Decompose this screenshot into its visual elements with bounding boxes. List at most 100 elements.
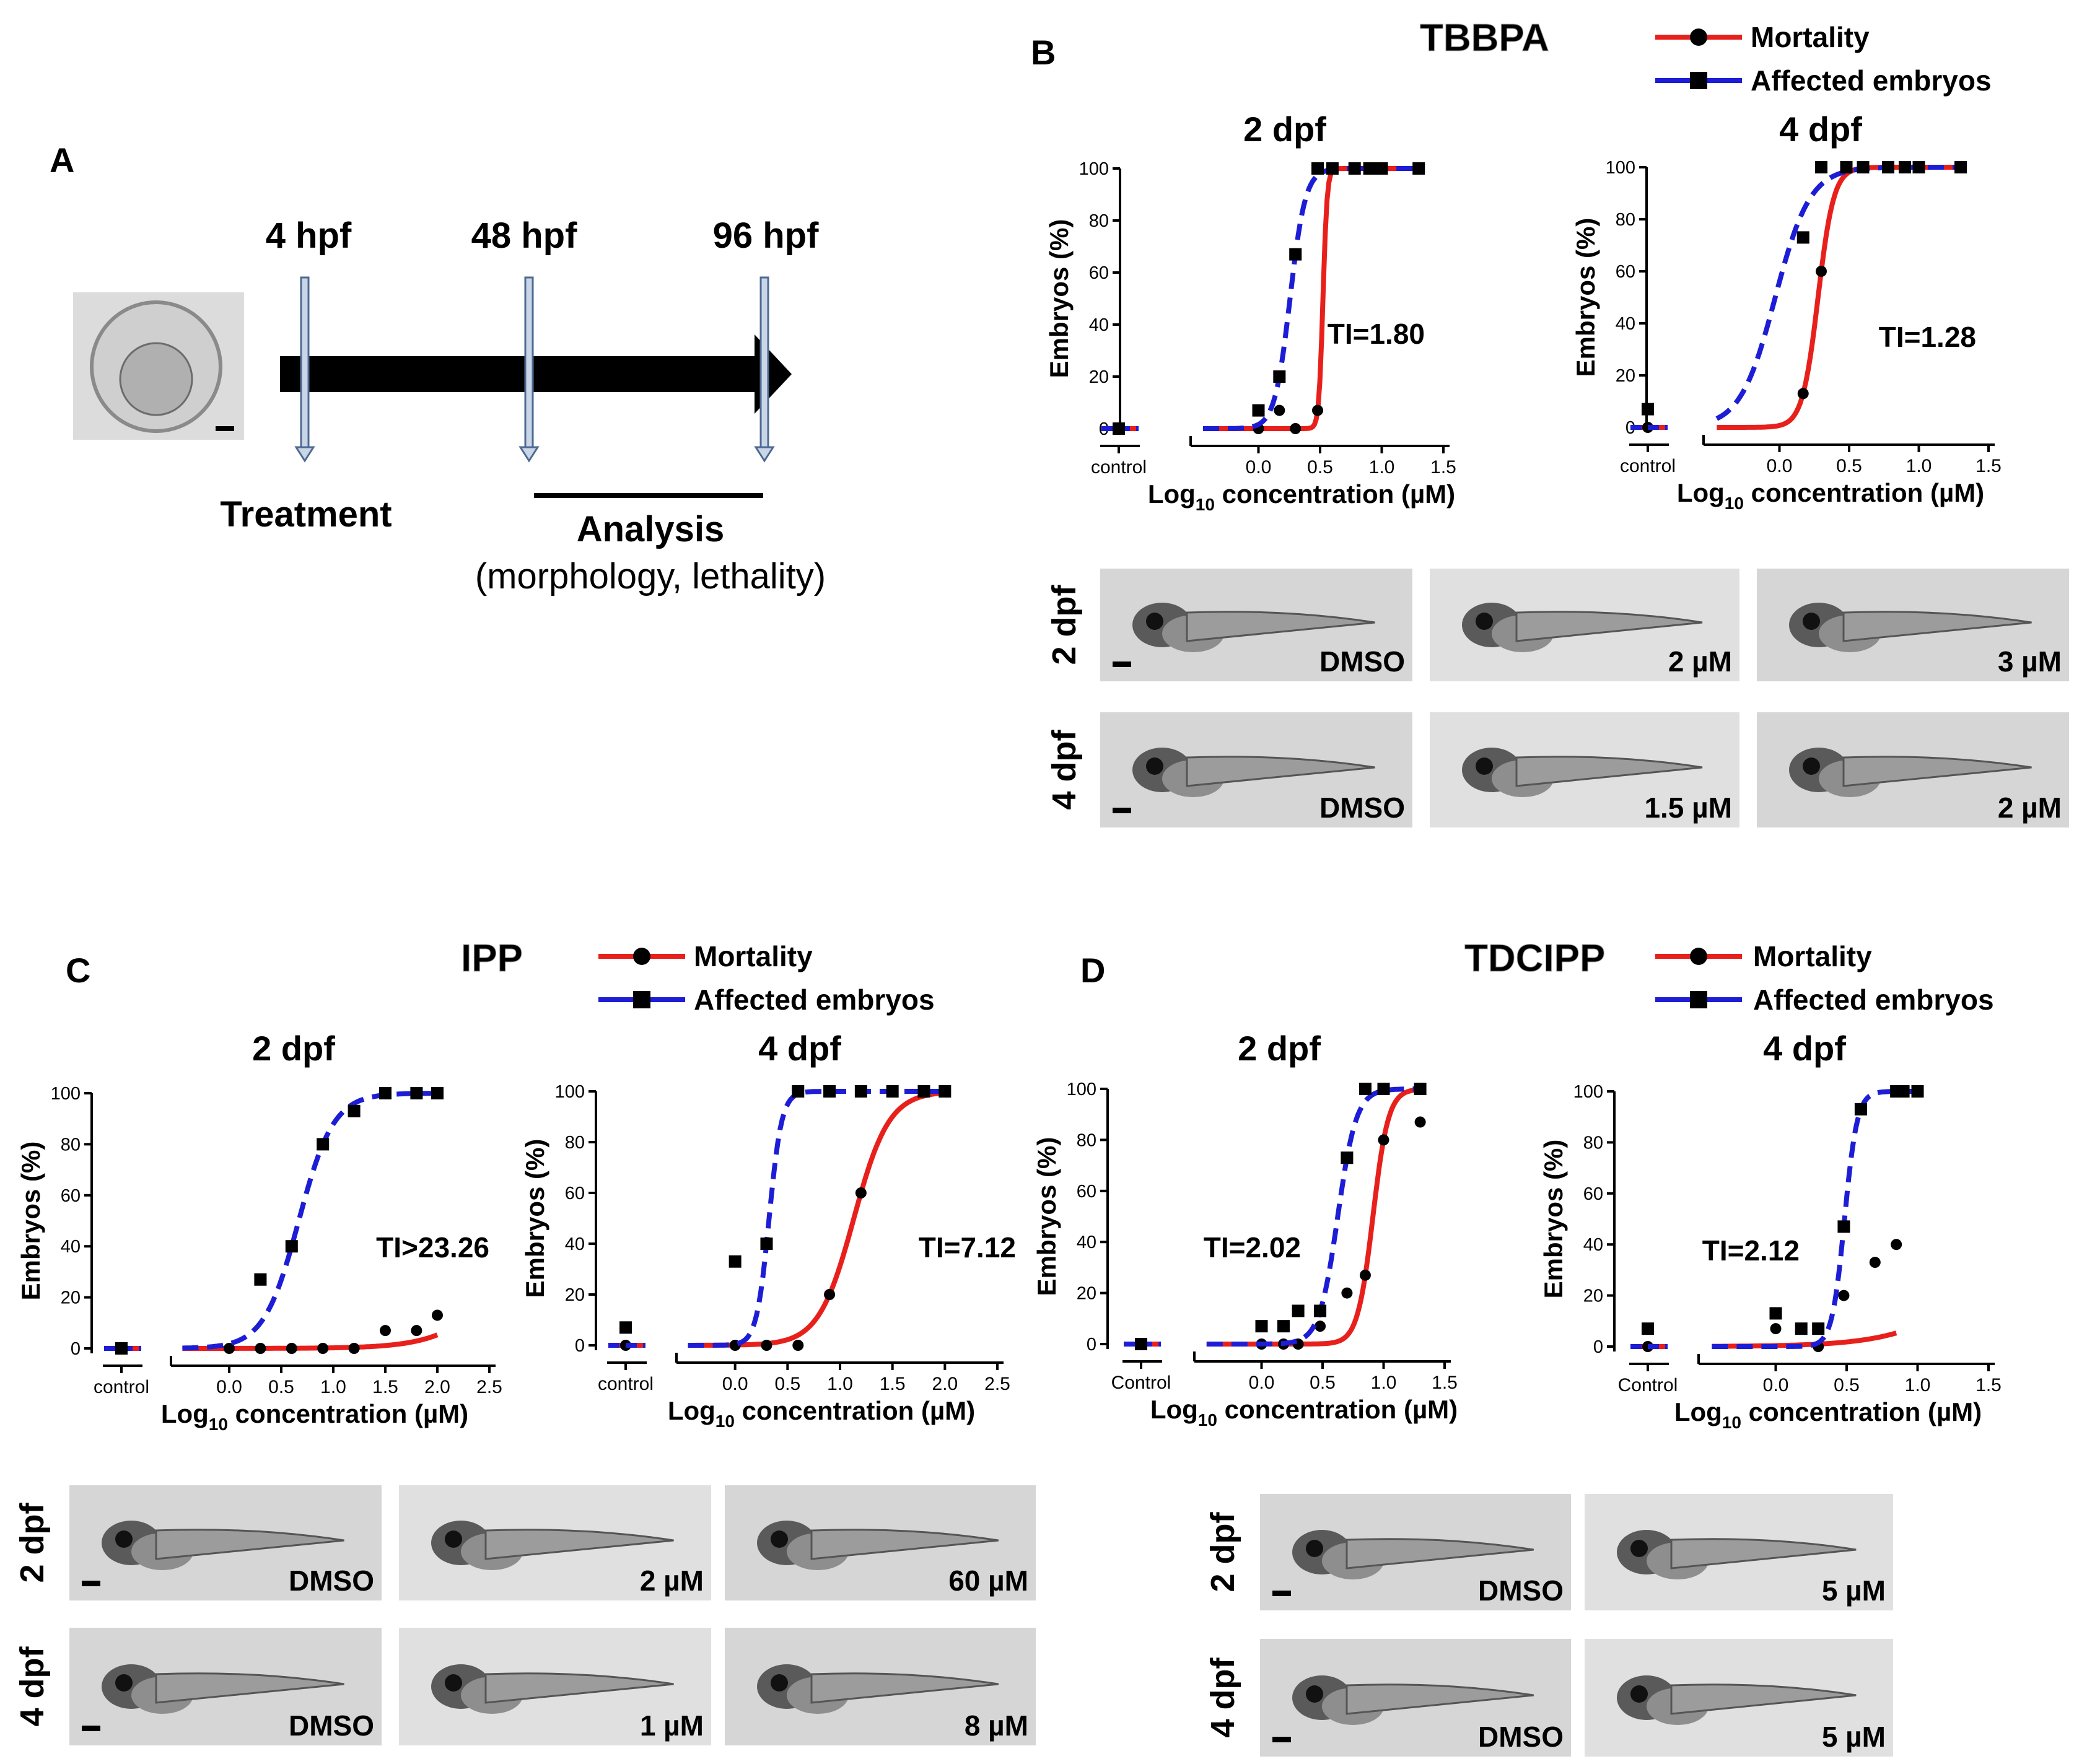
chart-title: 4 dpf: [1779, 110, 1862, 149]
x-tick-label-control: Control: [1111, 1373, 1171, 1393]
embryo-tail: [484, 1672, 674, 1704]
x-tick-label: 1.0: [1371, 1373, 1397, 1393]
x-axis-label: Log10 concentration (µM): [161, 1399, 468, 1434]
embryo-tail: [155, 1672, 344, 1704]
x-tick-label: 0.0: [722, 1374, 748, 1394]
embryo-tail: [1345, 1538, 1534, 1570]
panel-d: D TDCIPP Mortality Affected embryos 2 dp…: [1032, 937, 2002, 1757]
chemical-title-b: TBBPA: [1420, 17, 1549, 59]
affected-point: [1882, 161, 1894, 173]
x-tick-label: 1.0: [827, 1374, 853, 1394]
affected-point: [1252, 404, 1265, 417]
mortality-curve: [688, 1090, 945, 1348]
stage-label-96hpf: 96 hpf: [713, 216, 819, 256]
y-tick-label: 80: [1583, 1133, 1603, 1153]
affected-point: [1113, 422, 1125, 435]
threshold-index: TI=1.80: [1328, 318, 1425, 350]
mortality-point: [380, 1325, 391, 1337]
embryo-photo: 2 µM: [399, 1485, 711, 1600]
photo-row-label: 4 dpf: [1204, 1657, 1241, 1737]
affected-point: [1341, 1151, 1354, 1164]
mortality-point: [1414, 1116, 1426, 1128]
affected-point: [1954, 161, 1967, 173]
scale-bar: [1272, 1737, 1291, 1742]
photo-concentration-label: 3 µM: [1998, 645, 2062, 678]
y-tick-label: 100: [555, 1082, 585, 1102]
affected-point: [760, 1238, 773, 1250]
y-axis-label: Embryos (%): [1539, 1140, 1568, 1299]
embryo-tail: [1345, 1683, 1534, 1715]
photo-concentration-label: 2 µM: [640, 1565, 704, 1597]
egg-photo: [73, 292, 244, 440]
y-tick-label: 60: [1583, 1184, 1603, 1204]
embryo-photo: 1.5 µM: [1430, 712, 1739, 827]
x-tick-label: 0.5: [1834, 1375, 1860, 1395]
affected-point: [1769, 1307, 1782, 1320]
legend-mortality-c: Mortality: [694, 940, 813, 972]
photo-concentration-label: 5 µM: [1822, 1721, 1886, 1753]
embryo-photo: 2 µM: [1430, 569, 1739, 681]
panel-c: C IPP Mortality Affected embryos 2 dpf02…: [14, 937, 1036, 1745]
mortality-point: [1312, 404, 1324, 416]
y-tick-label: 60: [61, 1186, 81, 1206]
y-axis-label: Embryos (%): [1571, 218, 1600, 377]
chart-title: 2 dpf: [252, 1029, 335, 1068]
mortality-curve: [1717, 165, 1961, 430]
threshold-index: TI=2.12: [1702, 1234, 1800, 1267]
affected-point: [254, 1273, 267, 1286]
affected-point: [1375, 162, 1388, 175]
embryo-tail: [155, 1529, 344, 1560]
affected-point: [917, 1085, 930, 1098]
embryo-eye: [771, 1530, 788, 1548]
mortality-point: [1838, 1290, 1850, 1301]
y-tick-label: 100: [1573, 1082, 1603, 1102]
legend-affected-b: Affected embryos: [1751, 64, 1992, 97]
affected-point: [431, 1087, 444, 1099]
timeline-arrow: [280, 334, 792, 414]
y-tick-label: 0: [1087, 1335, 1096, 1355]
x-tick-label: 1.0: [1369, 457, 1395, 478]
x-tick-label: 1.5: [372, 1377, 398, 1397]
stage-marker-96hpf: [754, 276, 775, 463]
y-tick-label: 40: [61, 1237, 81, 1257]
affected-point: [1359, 1083, 1372, 1095]
x-axis-label: Log10 concentration (µM): [1674, 1397, 1982, 1432]
embryo-photo: 5 µM: [1585, 1639, 1893, 1757]
affected-point: [1277, 1320, 1290, 1333]
y-tick-label: 0: [1593, 1337, 1603, 1357]
y-axis-label: Embryos (%): [1044, 219, 1074, 378]
legend-c: Mortality Affected embryos: [598, 940, 935, 1016]
y-tick-label: 80: [1616, 210, 1635, 230]
photo-concentration-label: DMSO: [1478, 1574, 1564, 1607]
photo-concentration-label: DMSO: [1478, 1721, 1564, 1753]
affected-point: [1414, 1083, 1427, 1095]
y-tick-label: 0: [1626, 418, 1635, 438]
affected-point: [410, 1087, 423, 1099]
chart-title: 4 dpf: [758, 1029, 841, 1068]
photo-concentration-label: 5 µM: [1822, 1574, 1886, 1607]
x-tick-label: 0.5: [1307, 457, 1333, 478]
affected-curve: [1712, 1089, 1918, 1349]
panel-label-d: D: [1080, 951, 1105, 990]
mortality-point: [1315, 1321, 1326, 1332]
embryo-tail: [1842, 611, 2032, 642]
y-tick-label: 0: [71, 1339, 81, 1359]
x-tick-label-control: control: [1091, 457, 1147, 478]
affected-point: [1326, 162, 1339, 175]
y-tick-label: 80: [1089, 211, 1109, 231]
embryo-eye: [1476, 758, 1493, 775]
embryo-eye: [1306, 1685, 1323, 1703]
affected-point: [1837, 1220, 1850, 1233]
affected-point: [1377, 1083, 1390, 1095]
x-tick-label: 1.5: [1976, 1375, 2002, 1395]
affected-point: [1273, 370, 1286, 383]
photo-concentration-label: 1 µM: [640, 1709, 704, 1742]
affected-point: [1840, 161, 1853, 173]
mortality-point: [255, 1343, 266, 1354]
y-tick-label: 60: [1616, 262, 1635, 282]
affected-point: [1348, 162, 1361, 175]
x-tick-label-control: Control: [1618, 1375, 1678, 1395]
stage-label-4hpf: 4 hpf: [266, 216, 352, 256]
embryo-tail: [810, 1529, 999, 1560]
